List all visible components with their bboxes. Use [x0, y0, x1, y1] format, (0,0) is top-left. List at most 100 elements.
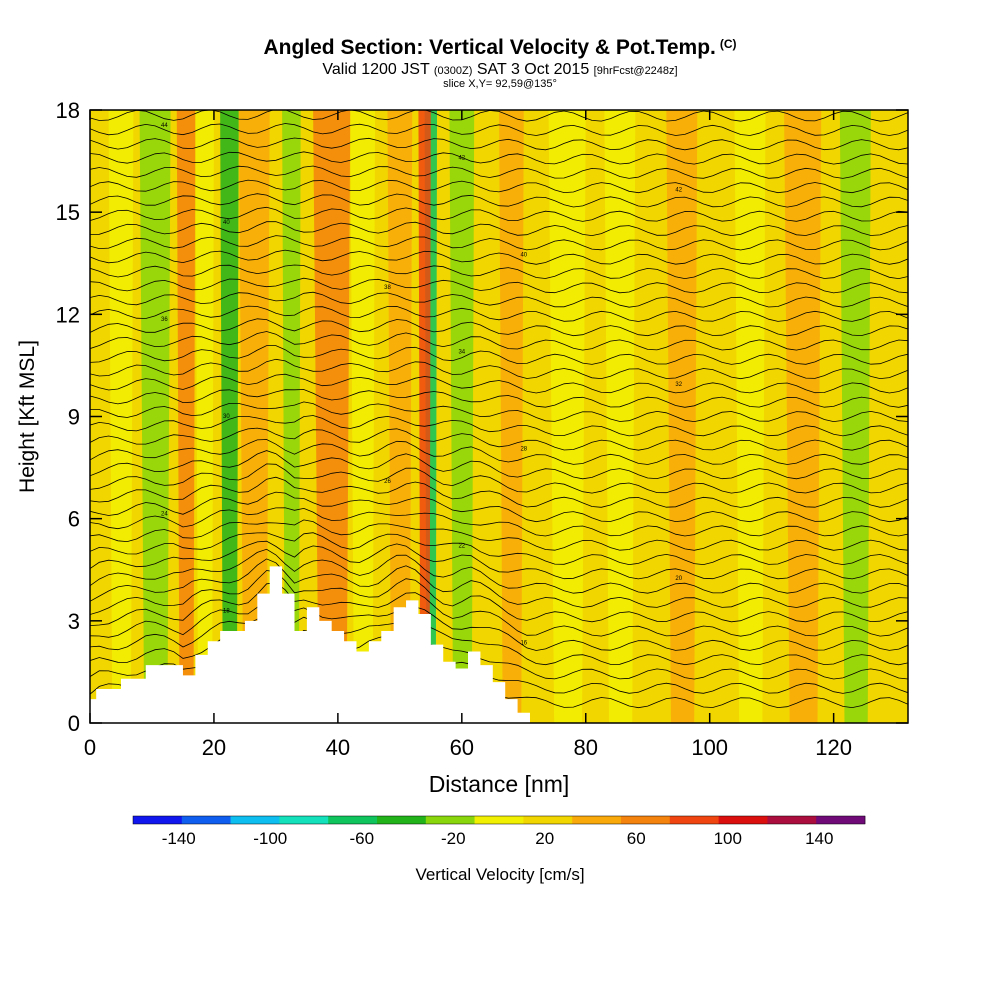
x-tick-label: 60 — [450, 735, 474, 760]
pot-temp-contour — [90, 401, 908, 423]
velocity-column — [220, 110, 239, 723]
colorbar-swatch — [133, 816, 183, 824]
colorbar-tick-label: 140 — [805, 829, 833, 848]
valid-prefix: Valid 1200 JST — [322, 61, 430, 78]
pot-temp-contour — [90, 415, 908, 437]
pot-temp-contour — [90, 291, 908, 308]
velocity-column — [839, 110, 871, 723]
x-tick-label: 40 — [326, 735, 350, 760]
slice-info: slice X,Y= 92,59@135° — [443, 78, 557, 90]
y-tick-label: 3 — [68, 609, 80, 634]
pot-temp-contour — [90, 137, 908, 151]
colorbar-swatch — [767, 816, 817, 824]
contour-label: 38 — [384, 285, 391, 291]
y-tick-label: 0 — [68, 711, 80, 736]
pot-temp-contour — [90, 345, 908, 365]
y-tick-label: 18 — [56, 98, 80, 123]
pot-temp-contour — [90, 123, 908, 136]
contour-label: 44 — [161, 123, 168, 129]
pot-temp-contour — [90, 264, 908, 280]
colorbar-tick-label: -60 — [349, 829, 374, 848]
pot-temp-contour — [90, 235, 908, 251]
pot-temp-contour — [90, 206, 908, 222]
colorbar-swatch — [669, 816, 719, 824]
colorbar-swatch — [621, 816, 671, 824]
colorbar-swatch — [230, 816, 280, 824]
velocity-column — [499, 110, 524, 723]
colorbar-swatch — [279, 816, 329, 824]
contour-label: 20 — [675, 576, 682, 582]
pot-temp-contour — [90, 507, 908, 537]
pot-temp-contour — [90, 570, 908, 623]
velocity-column — [449, 110, 475, 723]
pot-temp-contour — [90, 427, 908, 451]
colorbar-tick-label: -140 — [162, 829, 196, 848]
x-tick-label: 120 — [815, 735, 852, 760]
y-tick-label: 12 — [56, 302, 80, 327]
colorbar-tick-label: 100 — [714, 829, 742, 848]
colorbar-swatch — [816, 816, 866, 824]
valid-date: SAT 3 Oct 2015 — [476, 61, 590, 78]
contour-label: 40 — [223, 220, 230, 226]
colorbar-swatch — [377, 816, 427, 824]
pot-temp-contour — [90, 532, 908, 566]
velocity-column — [734, 110, 766, 723]
colorbar-tick-label: 20 — [535, 829, 554, 848]
pot-temp-contour — [90, 305, 908, 322]
pot-temp-contour — [90, 450, 908, 480]
vertical-velocity-field — [90, 110, 908, 723]
colorbar-swatch — [572, 816, 622, 824]
velocity-column — [784, 110, 822, 723]
contour-label: 26 — [384, 479, 391, 485]
contour-label: 42 — [458, 155, 465, 161]
pot-temp-contour — [90, 249, 908, 265]
valid-utc: (0300Z) — [433, 65, 473, 77]
pot-temp-contour — [90, 540, 908, 580]
pot-temp-contour — [90, 151, 908, 165]
pot-temp-contour — [90, 476, 908, 508]
colorbar-swatch — [718, 816, 768, 824]
pot-temp-contour — [90, 165, 908, 179]
velocity-column — [418, 110, 431, 723]
contour-label: 32 — [675, 382, 682, 388]
velocity-column — [666, 110, 698, 723]
terrain-profile — [90, 566, 530, 723]
title-main: Angled Section: Vertical Velocity & Pot.… — [263, 36, 716, 59]
velocity-column — [139, 110, 171, 723]
y-tick-label: 15 — [56, 200, 80, 225]
contour-label: 30 — [223, 414, 230, 420]
contour-label: 40 — [520, 252, 527, 258]
contour-label: 36 — [161, 317, 168, 323]
colorbar-swatch — [474, 816, 524, 824]
colorbar-frame — [132, 815, 866, 825]
pot-temp-contour — [90, 193, 908, 208]
pot-temp-contour — [90, 519, 908, 551]
colorbar-swatch — [181, 816, 231, 824]
colorbar-tick-label: -20 — [441, 829, 466, 848]
colorbar-tick-label: -100 — [253, 829, 287, 848]
x-tick-label: 80 — [574, 735, 598, 760]
pot-temp-contour — [90, 463, 908, 494]
pot-temp-contour — [90, 548, 908, 594]
velocity-column — [176, 110, 196, 723]
velocity-column — [387, 110, 413, 723]
title-copyright: (C) — [719, 37, 737, 51]
y-tick-label: 6 — [68, 507, 80, 532]
contour-label: 18 — [223, 608, 230, 614]
pot-temp-contour — [90, 610, 908, 666]
pot-temp-contour — [90, 389, 908, 408]
pot-temp-contour — [90, 358, 908, 380]
pot-temp-contour — [90, 558, 908, 608]
pot-temp-contour — [90, 110, 908, 122]
contour-label: 28 — [520, 447, 527, 453]
pot-temp-contours: 444242404038363432302826242220181614 — [90, 110, 908, 709]
pot-temp-contour — [90, 331, 908, 351]
velocity-column — [548, 110, 586, 723]
velocity-column — [195, 110, 214, 723]
contour-label: 16 — [520, 641, 527, 647]
chart-subtitle: Valid 1200 JST (0300Z) SAT 3 Oct 2015 [9… — [0, 61, 1000, 79]
velocity-column — [350, 110, 376, 723]
contour-label: 22 — [458, 544, 465, 550]
colorbar-swatch — [328, 816, 378, 824]
colorbar: -140 -100 -60 -20 20 60 100 140 Vertical Velocit… — [132, 815, 866, 884]
